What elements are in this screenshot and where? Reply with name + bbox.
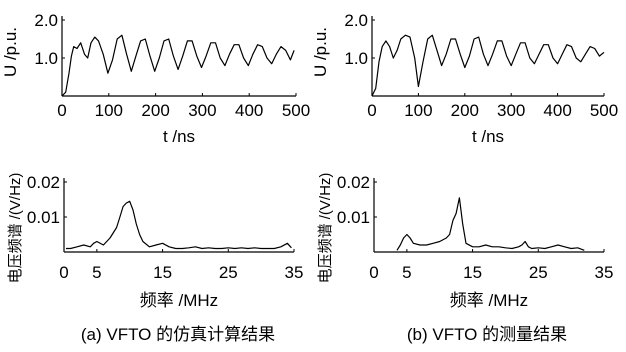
x-tick-label: 25 [219,263,238,282]
x-tick-label: 400 [543,101,571,120]
y-tick-label: 2.0 [344,11,368,30]
x-tick-label: 0 [369,263,378,282]
x-tick-label: 0 [59,263,68,282]
x-tick-label: 100 [95,101,123,120]
y-axis-label: 电压频谱 /(V/Hz) [7,173,24,284]
x-tick-label: 0 [367,101,376,120]
x-axis-label: 频率 /MHz [140,291,218,310]
y-tick-label: 1.0 [34,49,58,68]
x-tick-label: 500 [590,101,618,120]
x-tick-label: 100 [404,101,432,120]
y-axis-label: U /p.u. [1,27,20,77]
caption-a: (a) VFTO 的仿真计算结果 [81,325,275,344]
x-tick-label: 15 [153,263,172,282]
y-tick-label: 0.02 [27,173,60,192]
y-tick-label: 2.0 [34,11,58,30]
x-tick-label: 200 [451,101,479,120]
x-axis-label: 频率 /MHz [450,291,528,310]
x-tick-label: 400 [235,101,263,120]
x-tick-label: 5 [92,263,101,282]
x-tick-label: 25 [529,263,548,282]
y-axis-label: U /p.u. [311,27,330,77]
chart-b-bottom: 0 5 15 25 35 0.01 0.02 频率 /MHz 电压频谱 /(V/Hz) [317,173,613,310]
x-tick-label: 300 [188,101,216,120]
x-axis-label: t /ns [472,127,504,146]
caption-b: (b) VFTO 的测量结果 [407,325,567,344]
y-tick-label: 1.0 [344,49,368,68]
x-tick-label: 0 [57,101,66,120]
chart-a-top: 0 100 200 300 400 500 1.0 2.0 t /ns U /p.u. [1,11,310,146]
y-tick-label: 0.01 [337,208,370,227]
x-tick-label: 300 [497,101,525,120]
series-line-b-top-0 [371,34,605,97]
series-line-a-bottom-0 [66,200,292,250]
x-tick-label: 500 [282,101,310,120]
chart-a-bottom: 0 5 15 25 35 0.01 0.02 频率 /MHz 电压频谱 /(V/Hz) [7,173,303,310]
x-tick-label: 5 [402,263,411,282]
y-tick-label: 0.01 [27,208,60,227]
x-tick-label: 35 [595,263,614,282]
series-line-b-bottom-0 [396,197,585,251]
y-axis-label: 电压频谱 /(V/Hz) [317,173,334,284]
x-tick-label: 35 [285,263,304,282]
y-tick-label: 0.02 [337,173,370,192]
x-tick-label: 200 [141,101,169,120]
series-line-a-top-0 [61,34,295,97]
x-axis-label: t /ns [163,127,195,146]
chart-b-top: 0 100 200 300 400 500 1.0 2.0 t /ns U /p.u. [311,11,618,146]
x-tick-label: 15 [463,263,482,282]
